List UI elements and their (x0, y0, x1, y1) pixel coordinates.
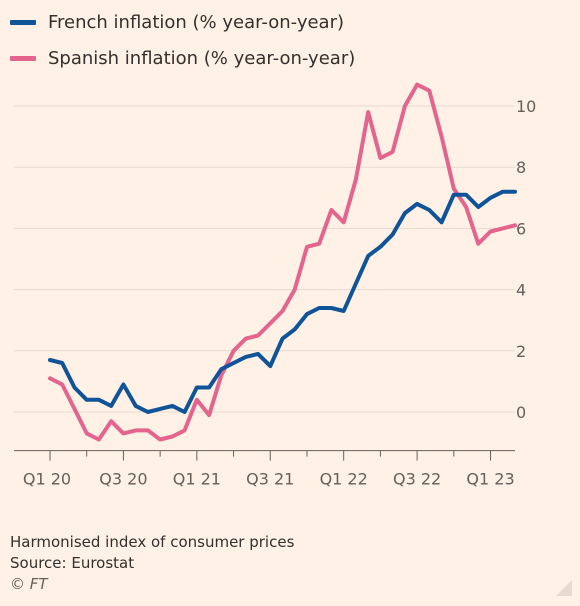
legend-label-spanish: Spanish inflation (% year-on-year) (48, 47, 356, 69)
x-tick-label: Q3 20 (99, 470, 147, 489)
series-line-french (48, 189, 517, 414)
x-tick-label: Q3 21 (246, 470, 294, 489)
footer-credit: © FT (10, 575, 48, 593)
x-tick-label: Q1 21 (173, 470, 221, 489)
x-axis: Q1 20 Q3 20 Q1 21 Q3 21 Q1 22 Q3 22 Q1 23 (14, 450, 515, 489)
y-tick-label: 10 (516, 97, 536, 116)
y-axis: 0 2 4 6 8 10 (516, 97, 536, 422)
series-lines (48, 82, 517, 442)
legend-item-spanish: Spanish inflation (% year-on-year) (10, 40, 355, 76)
resize-corner-icon (556, 580, 572, 596)
footer-source: Source: Eurostat (10, 554, 135, 572)
legend-swatch-spanish (10, 55, 36, 61)
y-tick-label: 8 (516, 158, 526, 177)
legend-label-french: French inflation (% year-on-year) (48, 11, 344, 33)
y-tick-label: 6 (516, 219, 526, 238)
legend-swatch-french (10, 19, 36, 25)
y-tick-label: 2 (516, 342, 526, 361)
x-tick-label: Q1 23 (466, 470, 514, 489)
series-line-spanish (48, 82, 517, 442)
legend-item-french: French inflation (% year-on-year) (10, 4, 355, 40)
x-tick-label: Q3 22 (393, 470, 441, 489)
y-tick-label: 4 (516, 281, 526, 300)
chart-footer: Harmonised index of consumer prices Sour… (10, 532, 294, 595)
legend: French inflation (% year-on-year) Spanis… (10, 4, 355, 76)
y-tick-label: 0 (516, 403, 526, 422)
x-tick-label: Q1 20 (23, 470, 71, 489)
x-tick-label: Q1 22 (320, 470, 368, 489)
grid-lines (14, 105, 515, 413)
footer-note: Harmonised index of consumer prices (10, 533, 295, 551)
